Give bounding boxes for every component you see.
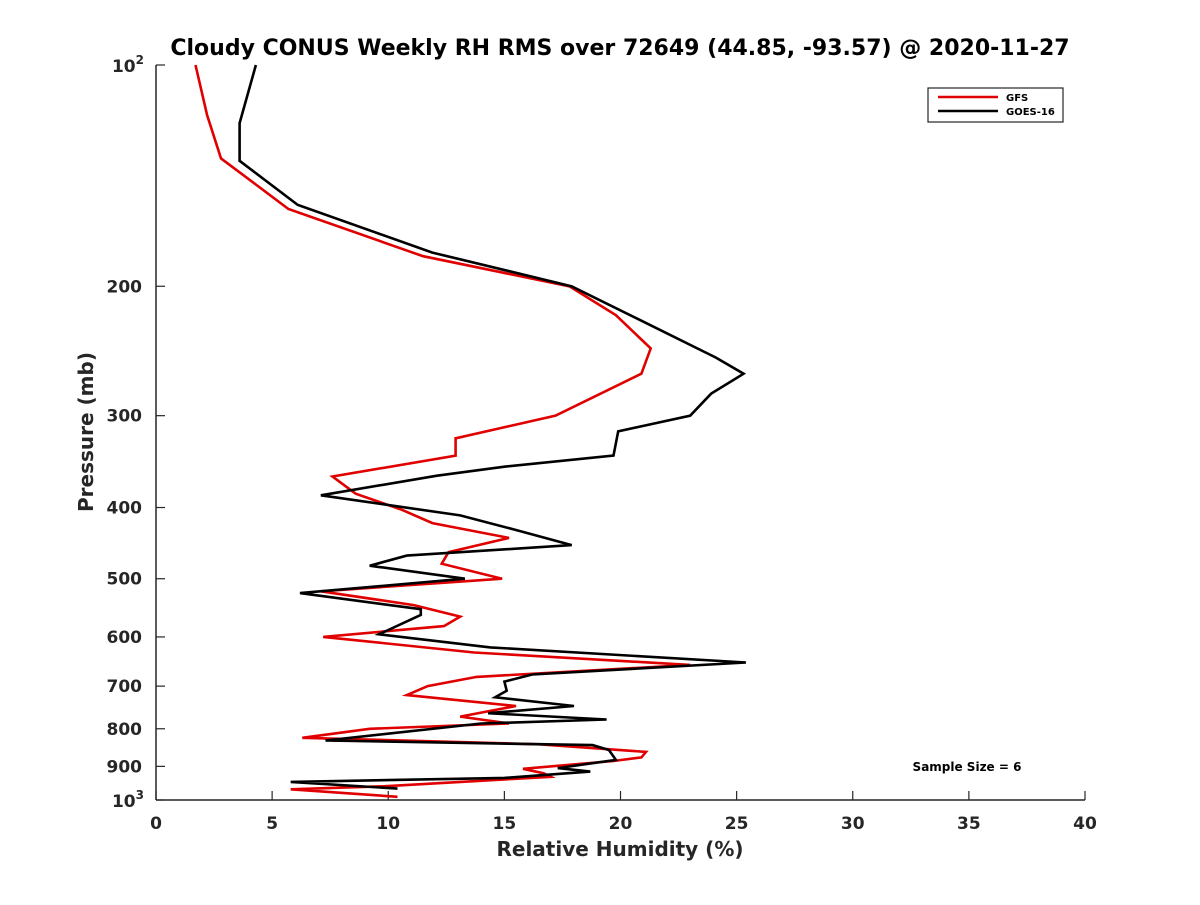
y-tick-label: 103 <box>112 788 144 812</box>
x-tick-label: 25 <box>725 814 749 834</box>
x-tick-label: 10 <box>376 814 400 834</box>
series-line-gfs <box>194 64 691 799</box>
y-tick-exponent: 3 <box>136 788 144 802</box>
y-axis-label: Pressure (mb) <box>74 352 98 512</box>
y-tick-label: 200 <box>107 277 143 297</box>
x-tick-label: 35 <box>957 814 981 834</box>
y-tick-exponent: 2 <box>136 53 144 67</box>
x-tick-label: 30 <box>841 814 865 834</box>
chart-title: Cloudy CONUS Weekly RH RMS over 72649 (4… <box>170 36 1069 61</box>
legend-label-goes-16: GOES-16 <box>1006 107 1055 118</box>
sample-size-annotation: Sample Size = 6 <box>913 760 1022 774</box>
x-axis-label: Relative Humidity (%) <box>496 837 743 861</box>
x-tick-label: 0 <box>150 814 162 834</box>
y-tick-label: 500 <box>107 570 143 590</box>
y-tick-label: 600 <box>107 628 143 648</box>
y-tick-label: 800 <box>107 720 143 740</box>
x-tick-label: 40 <box>1073 814 1097 834</box>
y-tick-label: 300 <box>107 407 143 427</box>
x-tick-label: 15 <box>493 814 517 834</box>
y-tick-label: 900 <box>107 757 143 777</box>
y-tick-label: 102 <box>112 53 144 77</box>
legend-box <box>927 87 1064 123</box>
y-tick-label: 700 <box>107 677 143 697</box>
y-tick-label: 400 <box>107 499 143 519</box>
legend-label-gfs: GFS <box>1006 93 1028 104</box>
x-tick-label: 20 <box>609 814 633 834</box>
x-tick-label: 5 <box>266 814 278 834</box>
series-line-goes-16 <box>238 64 747 790</box>
